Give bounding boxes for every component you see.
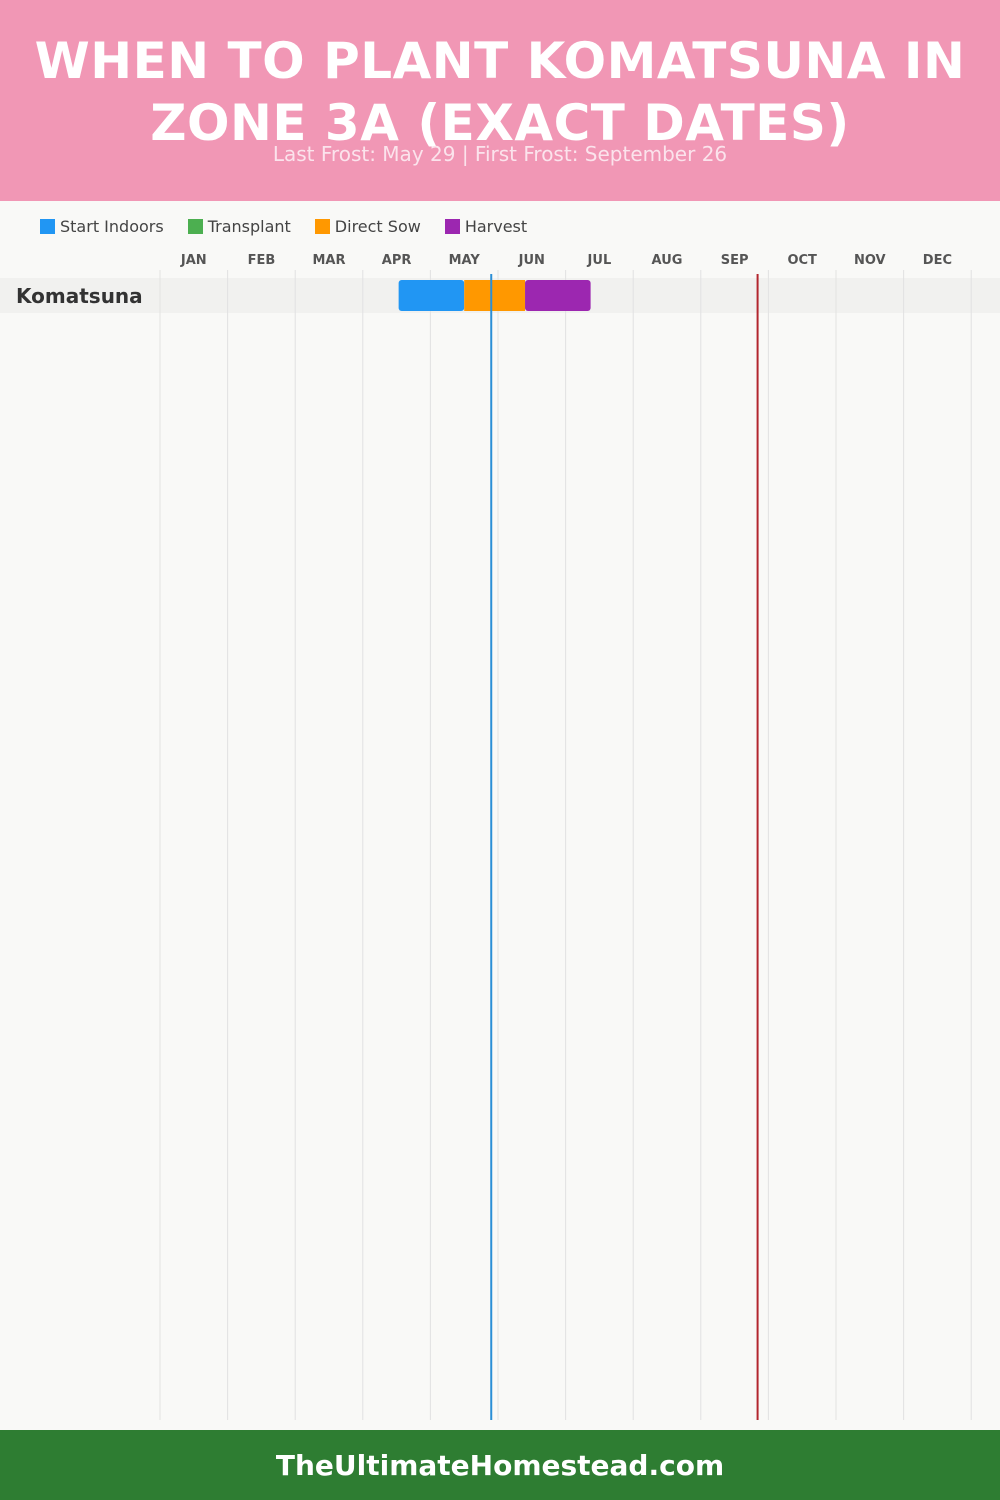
- legend-item-direct-sow: Direct Sow: [314, 216, 421, 236]
- month-label-jun: JUN: [518, 253, 545, 268]
- month-label-feb: FEB: [248, 253, 276, 268]
- legend-item-start-indoors: Start Indoors: [40, 217, 164, 236]
- frost-dates-subtitle: Last Frost: May 29 | First Frost: Septem…: [272, 142, 728, 166]
- page-title: WHEN TO PLANT KOMATSUNA IN ZONE 3A (EXAC…: [34, 32, 966, 152]
- legend-label: Transplant: [207, 216, 291, 236]
- month-label-aug: AUG: [652, 253, 683, 268]
- month-label-sep: SEP: [721, 253, 749, 268]
- legend-label: Harvest: [464, 216, 528, 236]
- month-label-may: MAY: [449, 253, 481, 268]
- month-label-apr: APR: [382, 253, 412, 268]
- legend-label: Start Indoors: [60, 216, 164, 236]
- month-label-jan: JAN: [180, 253, 207, 268]
- legend-swatch: [444, 218, 460, 234]
- legend-swatch: [314, 218, 330, 234]
- month-label-oct: OCT: [787, 253, 817, 268]
- legend-swatch: [40, 218, 55, 234]
- bar-direct-sow: [464, 280, 526, 311]
- bar-harvest: [525, 280, 591, 311]
- site-url[interactable]: TheUltimateHomestead.com: [275, 1448, 725, 1482]
- month-label-jul: JUL: [587, 253, 612, 268]
- footer-banner: TheUltimateHomestead.com: [0, 1430, 1000, 1500]
- header-banner: WHEN TO PLANT KOMATSUNA IN ZONE 3A (EXAC…: [0, 0, 1000, 201]
- month-label-nov: NOV: [854, 253, 886, 268]
- legend-item-harvest: Harvest: [444, 216, 528, 236]
- month-label-dec: DEC: [923, 253, 952, 268]
- legend-item-transplant: Transplant: [187, 216, 291, 236]
- legend-label: Direct Sow: [334, 216, 421, 236]
- row-label: Komatsuna: [16, 284, 143, 308]
- month-label-mar: MAR: [312, 253, 345, 268]
- bar-start-indoors: [398, 280, 465, 311]
- legend-swatch: [187, 218, 203, 234]
- planting-calendar-chart: JAN FEB MAR APR MAY JUN JUL AUG SEP OCT NOV DEC Koma…: [16, 253, 972, 1420]
- chart-legend: Start Indoors Transplant Direct Sow Harv…: [40, 214, 551, 238]
